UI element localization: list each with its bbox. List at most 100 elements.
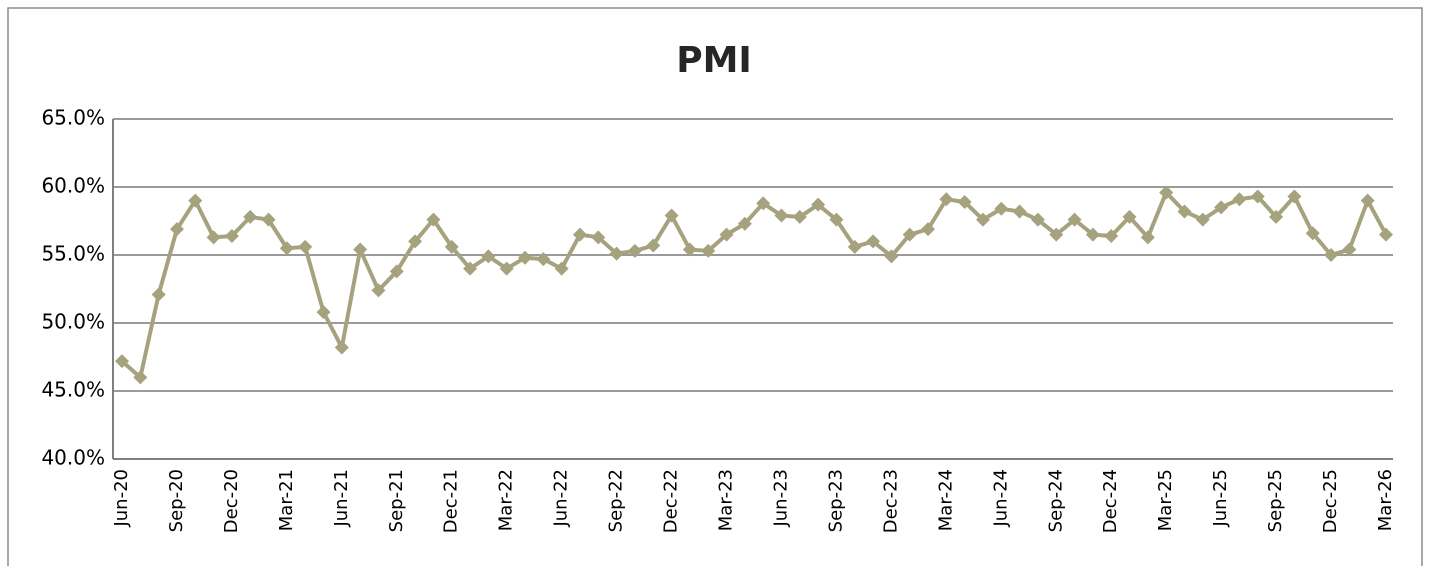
x-tick-label: Mar-23 <box>716 469 737 531</box>
x-tick-label: Mar-25 <box>1155 469 1176 531</box>
data-point <box>921 222 936 237</box>
data-point <box>1360 193 1375 208</box>
data-point <box>481 249 496 264</box>
y-tick-label: 65.0% <box>41 106 105 130</box>
data-point <box>1122 209 1137 224</box>
data-point <box>243 209 258 224</box>
data-point <box>627 243 642 258</box>
data-point <box>169 222 184 237</box>
data-point <box>518 250 533 265</box>
data-point <box>1104 228 1119 243</box>
data-point <box>115 354 129 369</box>
data-point <box>1049 227 1064 242</box>
x-tick-label: Mar-26 <box>1375 469 1396 531</box>
data-point <box>884 249 899 264</box>
data-point <box>866 234 881 249</box>
y-tick-label: 55.0% <box>41 242 105 266</box>
data-point <box>994 201 1009 216</box>
data-point <box>1269 209 1284 224</box>
x-tick-label: Mar-22 <box>496 469 517 531</box>
data-line <box>120 190 1388 380</box>
data-point <box>554 261 569 276</box>
data-point <box>426 212 441 227</box>
data-point <box>1214 200 1229 215</box>
x-tick-label: Dec-24 <box>1100 469 1121 533</box>
data-point <box>1232 192 1247 207</box>
data-point <box>902 227 917 242</box>
x-tick-label: Jun-20 <box>111 469 132 528</box>
data-point <box>298 239 313 254</box>
data-point <box>279 241 294 256</box>
data-point <box>1250 189 1265 204</box>
data-point <box>811 197 826 212</box>
data-point <box>334 340 349 355</box>
x-tick-label: Dec-22 <box>661 469 682 533</box>
x-tick-label: Sep-23 <box>825 469 846 532</box>
x-tick-label: Sep-22 <box>606 469 627 532</box>
data-point <box>1030 212 1045 227</box>
data-point <box>664 208 679 223</box>
data-point <box>133 370 148 385</box>
x-tick-label: Dec-20 <box>221 469 242 533</box>
data-point <box>847 239 862 254</box>
data-point <box>463 261 478 276</box>
data-point <box>646 238 661 253</box>
x-tick-label: Jun-24 <box>990 469 1011 528</box>
data-point <box>1159 185 1174 200</box>
data-point <box>792 209 807 224</box>
x-tick-label: Sep-21 <box>386 469 407 532</box>
data-point <box>536 252 551 267</box>
chart-border <box>7 7 1423 566</box>
data-point <box>1379 227 1393 242</box>
y-tick-label: 50.0% <box>41 310 105 334</box>
data-point <box>682 242 697 257</box>
data-point <box>1324 248 1339 262</box>
data-point <box>591 230 606 245</box>
data-point <box>151 287 166 302</box>
data-point <box>224 228 239 243</box>
x-tick-label: Jun-25 <box>1210 469 1231 528</box>
y-tick-label: 40.0% <box>41 446 105 470</box>
data-point <box>499 261 514 276</box>
data-point <box>975 212 990 227</box>
x-tick-label: Dec-25 <box>1320 469 1341 533</box>
data-point <box>1287 189 1302 204</box>
x-tick-label: Mar-24 <box>935 469 956 531</box>
data-point <box>756 196 771 211</box>
data-point <box>701 243 716 258</box>
data-point <box>444 239 459 254</box>
chart-title: PMI <box>676 40 752 81</box>
data-point <box>1305 226 1320 241</box>
x-tick-label: Jun-22 <box>551 469 572 528</box>
data-point <box>371 283 386 298</box>
data-point <box>206 230 221 245</box>
data-point <box>829 212 844 227</box>
data-point <box>737 216 752 231</box>
x-tick-label: Sep-24 <box>1045 469 1066 532</box>
data-point <box>939 192 954 207</box>
y-tick-label: 60.0% <box>41 174 105 198</box>
data-point <box>389 264 404 279</box>
data-point <box>261 212 276 227</box>
data-point <box>1140 230 1155 245</box>
data-point <box>1195 212 1210 227</box>
data-point <box>408 234 423 249</box>
x-tick-label: Mar-21 <box>276 469 297 531</box>
data-point <box>188 193 203 208</box>
data-point <box>774 208 789 223</box>
x-tick-label: Sep-20 <box>166 469 187 532</box>
data-point <box>353 242 368 257</box>
x-tick-label: Dec-21 <box>441 469 462 533</box>
data-point <box>316 305 331 320</box>
x-tick-label: Jun-21 <box>331 469 352 528</box>
data-point <box>1342 242 1357 257</box>
data-point <box>1085 227 1100 242</box>
data-point <box>1067 212 1082 227</box>
data-point <box>1012 204 1027 219</box>
data-point <box>572 227 587 242</box>
data-point <box>719 227 734 242</box>
x-tick-label: Jun-23 <box>770 469 791 528</box>
data-point <box>1177 204 1192 219</box>
y-tick-label: 45.0% <box>41 378 105 402</box>
data-point <box>609 246 624 261</box>
